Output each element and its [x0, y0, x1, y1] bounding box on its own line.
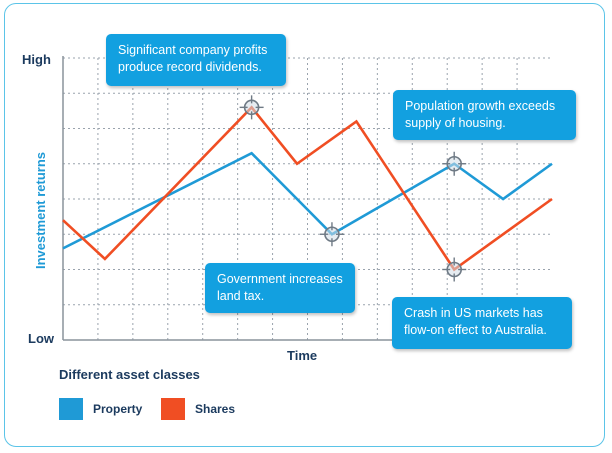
event-marker [442, 257, 467, 282]
event-marker [319, 222, 344, 247]
legend-label-shares: Shares [195, 402, 236, 416]
event-markers [239, 95, 467, 282]
legend-label-property: Property [93, 402, 143, 416]
legend-title: Different asset classes [59, 367, 200, 382]
y-axis-low-label: Low [28, 331, 54, 346]
annotation-company-profits: Significant company profits produce reco… [106, 34, 286, 86]
chart-frame [4, 3, 605, 447]
event-marker [239, 95, 264, 120]
annotation-land-tax: Government increases land tax. [205, 263, 355, 313]
x-axis-title: Time [287, 348, 318, 363]
annotation-population-growth: Population growth exceeds supply of hous… [393, 90, 576, 140]
event-marker [442, 151, 467, 176]
series-line-property [62, 151, 553, 250]
annotation-us-crash: Crash in US markets has flow-on effect t… [392, 297, 572, 349]
y-axis-title: Investment returns [33, 151, 49, 269]
y-axis-high-label: High [22, 52, 51, 67]
legend-swatch-property [59, 398, 83, 420]
legend-swatch-shares [161, 398, 185, 420]
legend-item-property: Property [59, 398, 142, 420]
legend-item-shares: Shares [161, 398, 235, 420]
